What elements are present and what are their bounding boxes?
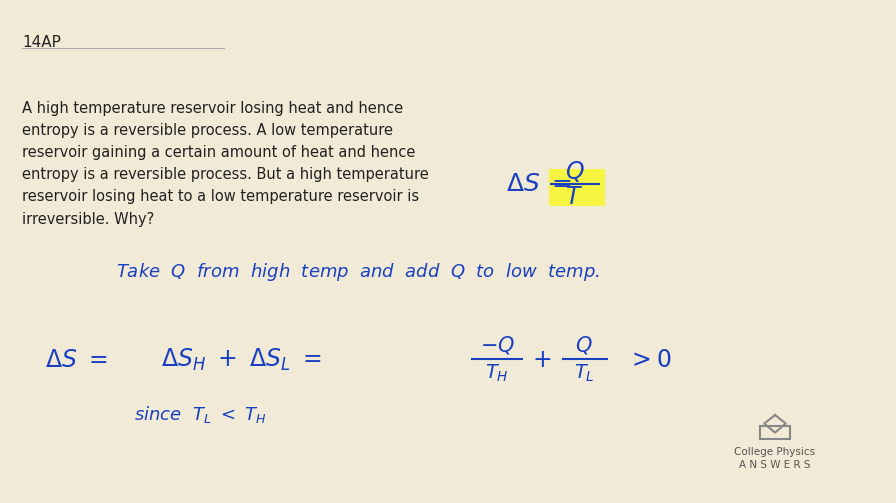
Text: A high temperature reservoir losing heat and hence
entropy is a reversible proce: A high temperature reservoir losing heat…	[22, 101, 429, 226]
Text: $\Delta S_H\ +\ \Delta S_L\ =$: $\Delta S_H\ +\ \Delta S_L\ =$	[161, 347, 323, 373]
Text: since  $T_L\ <\ T_H$: since $T_L\ <\ T_H$	[134, 404, 267, 426]
Text: $T_L$: $T_L$	[573, 363, 595, 384]
Text: $T$: $T$	[565, 185, 583, 209]
Text: Take  $Q$  from  high  temp  and  add  $Q$  to  low  temp.: Take $Q$ from high temp and add $Q$ to l…	[116, 261, 600, 283]
Text: $T_H$: $T_H$	[486, 363, 509, 384]
Text: College Physics
A N S W E R S: College Physics A N S W E R S	[735, 447, 815, 470]
FancyBboxPatch shape	[549, 169, 605, 206]
Text: $Q$: $Q$	[575, 333, 593, 356]
Text: $\Delta S\ =$: $\Delta S\ =$	[45, 348, 108, 372]
Text: $+$: $+$	[532, 348, 552, 372]
Text: $Q$: $Q$	[564, 158, 584, 184]
Text: $-Q$: $-Q$	[479, 333, 515, 356]
Text: 14AP: 14AP	[22, 35, 61, 50]
Text: $\Delta S\ =$: $\Delta S\ =$	[506, 172, 573, 196]
Text: $>0$: $>0$	[627, 348, 672, 372]
